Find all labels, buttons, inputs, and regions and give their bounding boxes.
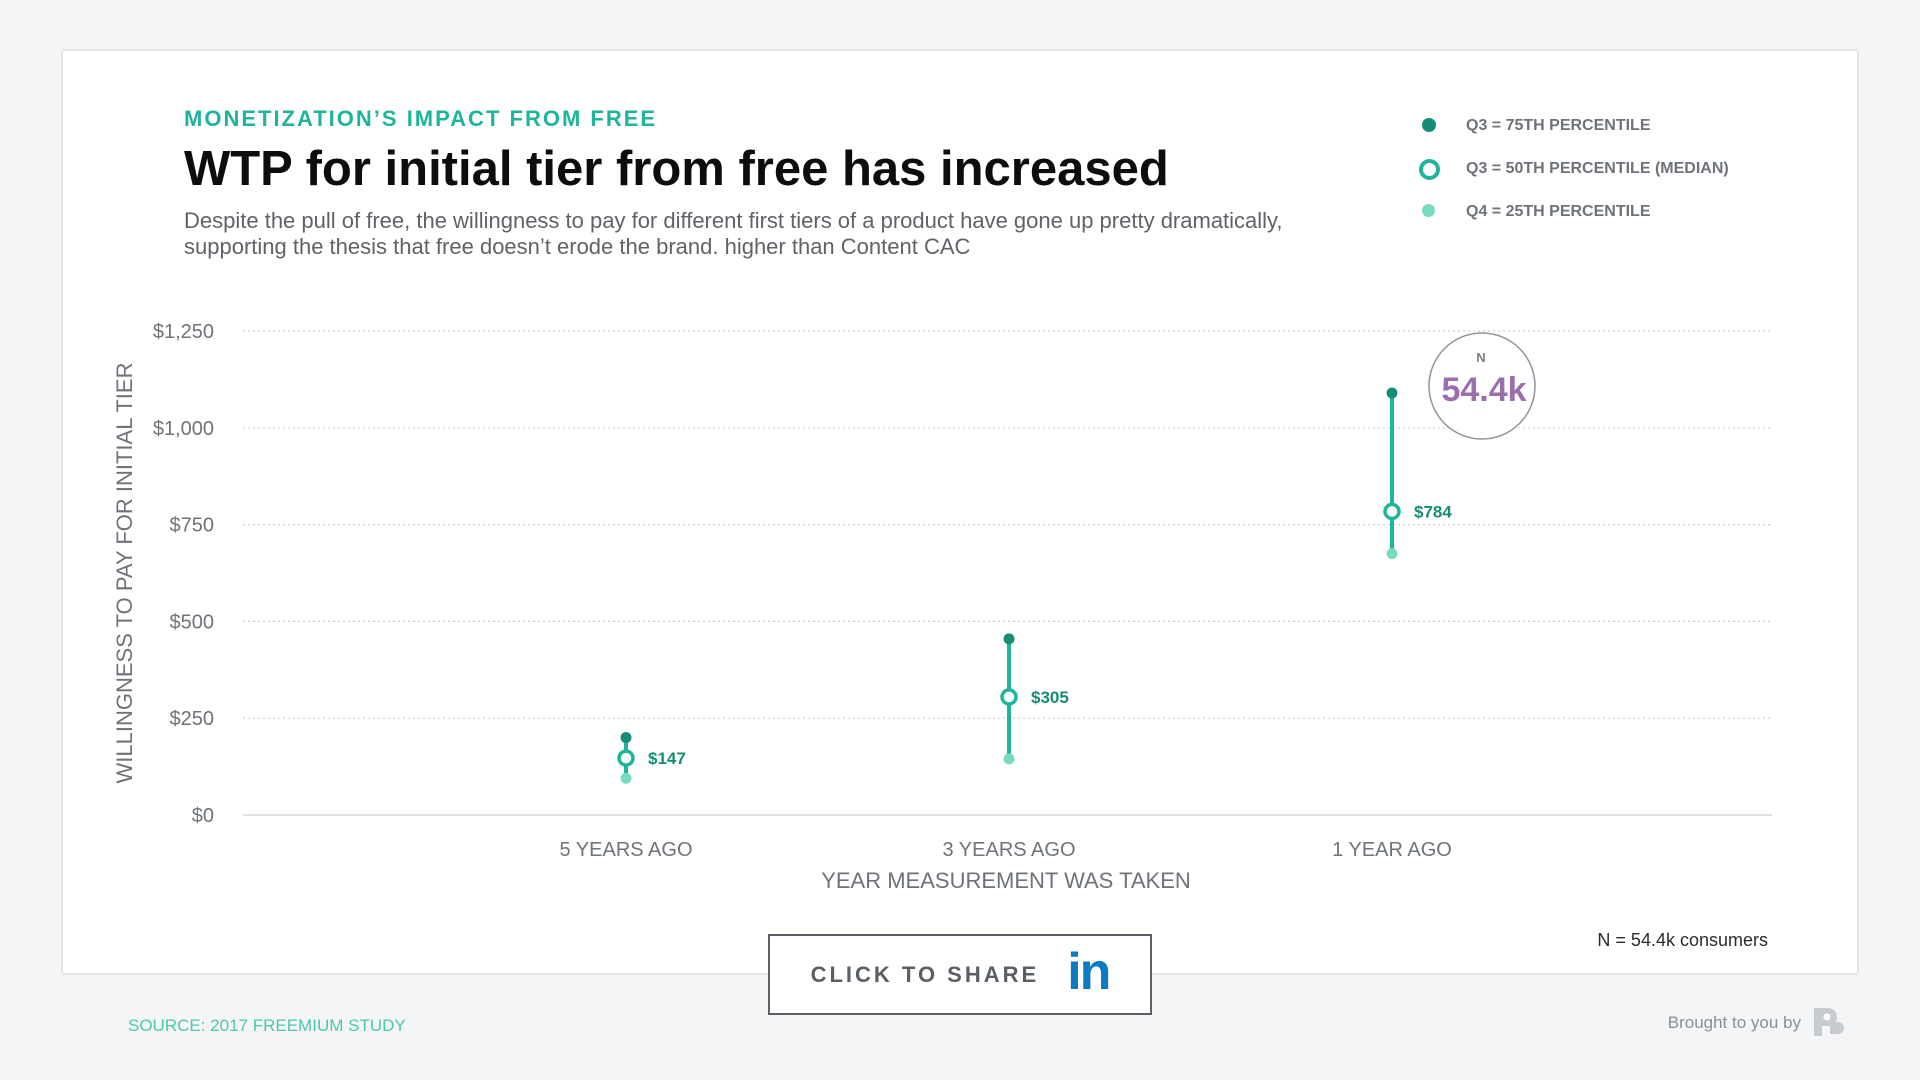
x-tick-label: 1 YEAR AGO [1332,839,1452,861]
point-q75 [1003,633,1015,645]
chart-card [61,49,1859,975]
legend-label-median: Q3 = 50TH PERCENTILE (MEDIAN) [1466,160,1729,177]
sample-size-note: N = 54.4k consumers [1597,930,1768,950]
brought-to-you-by: Brought to you by [1667,1013,1801,1032]
point-median [1000,688,1018,706]
x-tick-label: 5 YEARS AGO [559,839,692,861]
median-data-label: $305 [1031,688,1069,707]
y-tick-label: $250 [170,708,215,730]
y-tick-label: $750 [170,515,215,537]
legend-label-25th: Q4 = 25TH PERCENTILE [1466,203,1651,220]
legend-ring-median-icon [1419,159,1440,180]
point-median [1383,502,1401,521]
y-tick-label: $500 [170,611,215,633]
y-tick-label: $0 [192,805,214,827]
brand-logo-icon [1814,1008,1844,1036]
chart-subtitle: Despite the pull of free, the willingnes… [184,208,1283,259]
share-linkedin-button[interactable]: CLICK TO SHARE in [768,934,1152,1015]
median-data-label: $147 [648,749,686,768]
median-data-label: $784 [1414,502,1452,521]
point-q25 [620,772,632,784]
chart-title: WTP for initial tier from free has incre… [184,142,1169,196]
linkedin-icon: in [1067,942,1111,1001]
y-tick-label: $1,000 [153,418,214,440]
legend-dot-25th-icon [1422,204,1435,217]
y-tick-label: $1,250 [153,321,214,343]
source-note: SOURCE: 2017 FREEMIUM STUDY [128,1016,406,1035]
point-q25 [1003,753,1015,765]
y-axis-title: WILLINGNESS TO PAY FOR INITIAL TIER [112,363,137,784]
chart-eyebrow: MONETIZATION’S IMPACT FROM FREE [184,106,658,131]
annotation-circle [1428,332,1536,440]
legend-label-75th: Q3 = 75TH PERCENTILE [1466,117,1651,134]
x-axis-title: YEAR MEASUREMENT WAS TAKEN [821,868,1191,893]
x-tick-label: 3 YEARS AGO [942,839,1075,861]
point-q25 [1386,548,1398,560]
point-median [617,749,635,767]
annotation-label: N [1476,350,1485,365]
point-q75 [1386,387,1398,399]
share-button-label: CLICK TO SHARE [810,961,1040,987]
annotation-value: 54.4k [1441,371,1526,409]
legend-dot-75th-icon [1422,118,1436,132]
point-q75 [620,732,632,744]
